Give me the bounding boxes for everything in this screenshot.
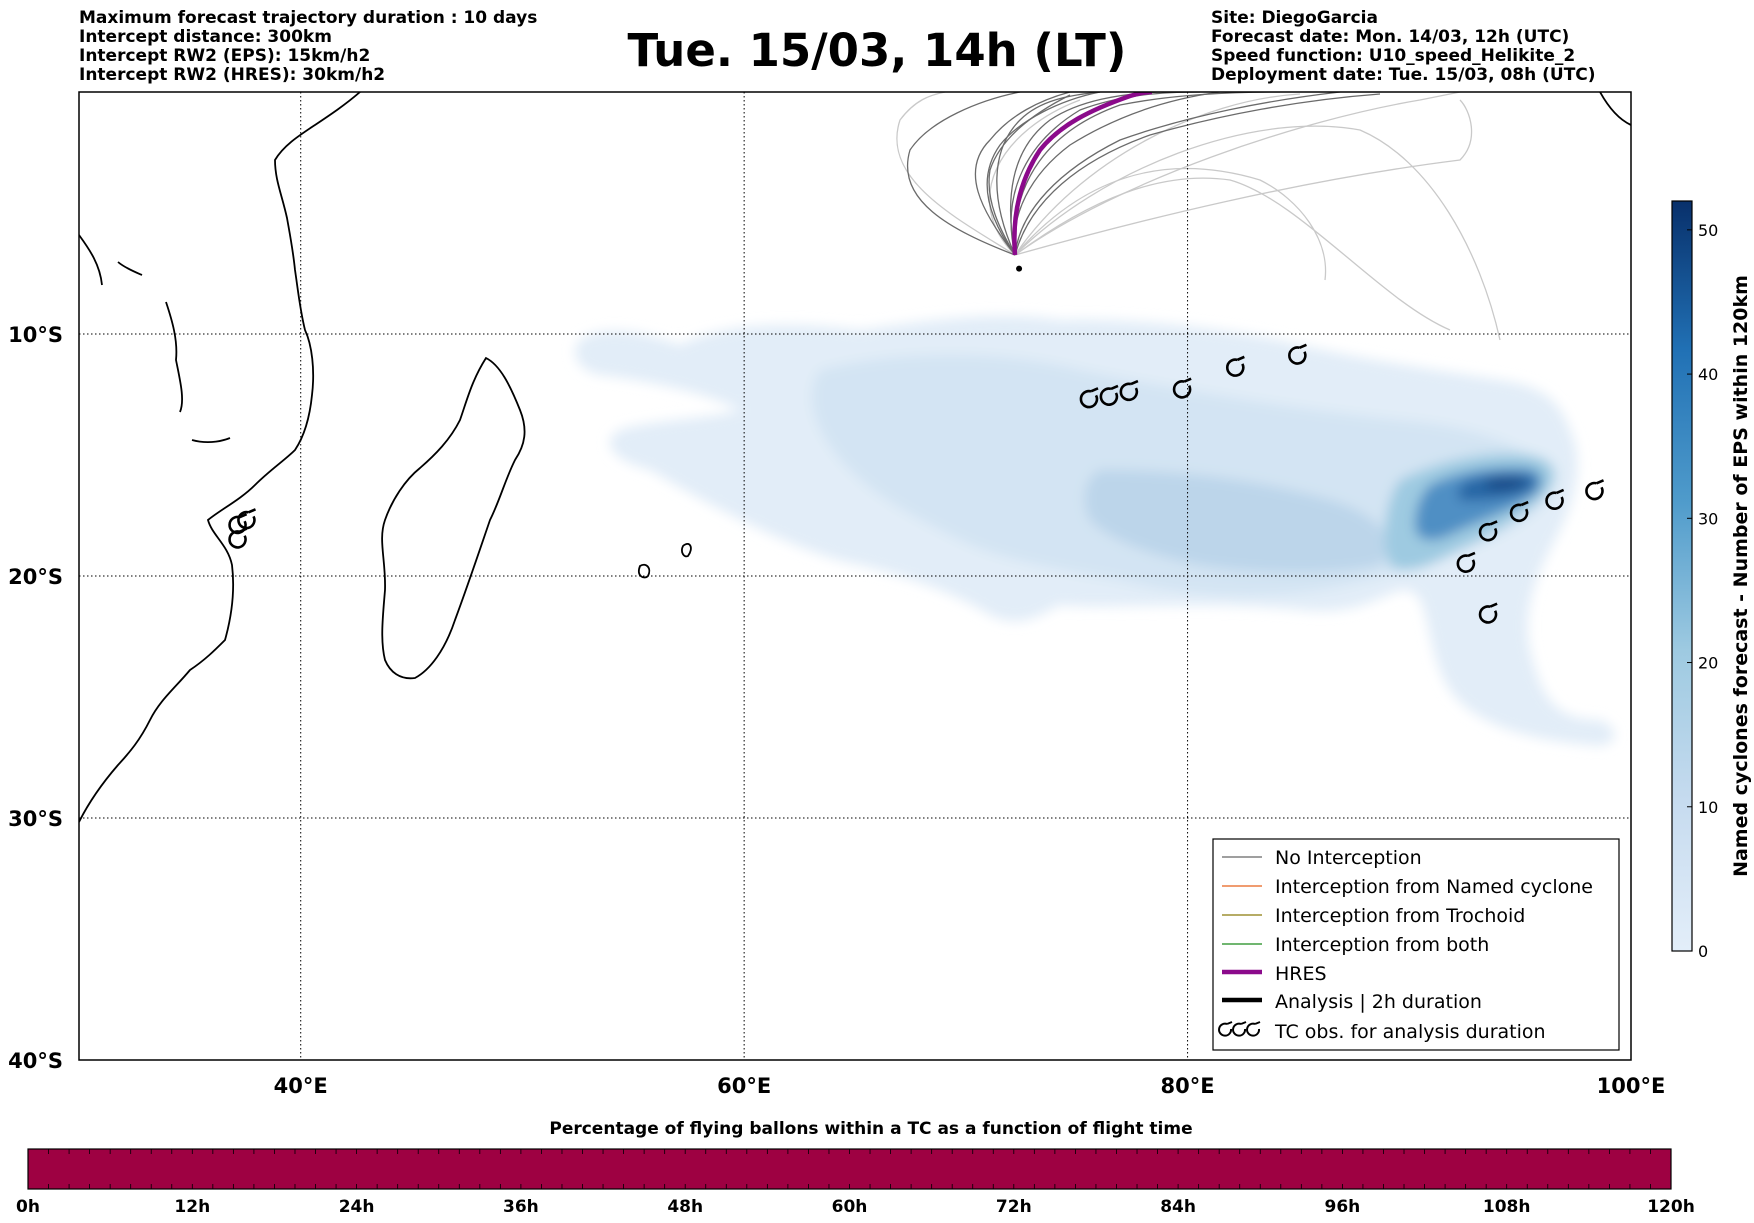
legend-box	[1212, 838, 1620, 1051]
info-line: Intercept RW2 (HRES): 30km/h2	[79, 65, 386, 85]
flight-time-tick-label: 12h	[174, 1197, 210, 1217]
colorbar-tick-label: 50	[1698, 221, 1718, 240]
info-line: Speed function: U10_speed_Helikite_2	[1211, 46, 1576, 66]
flight-time-bar-fill	[27, 1148, 1672, 1190]
colorbar-tick-label: 40	[1698, 365, 1718, 384]
hres-trajectory	[1012, 92, 1153, 256]
tc-observation-icon	[1079, 387, 1099, 409]
legend-label: Analysis | 2h duration	[1275, 991, 1482, 1013]
legend-label: No Interception	[1275, 847, 1422, 869]
legend-label: Interception from both	[1275, 934, 1489, 956]
forecast-settings: Maximum forecast trajectory duration : 1…	[79, 9, 537, 85]
flight-time-tick-label: 96h	[1325, 1197, 1361, 1217]
info-line: Maximum forecast trajectory duration : 1…	[79, 8, 538, 28]
coastline-fragment	[117, 261, 143, 276]
colorbar-tick-label: 10	[1698, 798, 1718, 817]
longitude-tick-label: 60°E	[717, 1074, 771, 1098]
longitude-labels: 40°E 60°E 80°E 100°E	[274, 1074, 1666, 1098]
tc-observation-icon	[1585, 479, 1605, 501]
colorbar-tick-label: 20	[1698, 654, 1718, 673]
tc-observation-icon	[237, 508, 257, 530]
flight-time-tick-label: 36h	[503, 1197, 539, 1217]
legend-label: HRES	[1275, 963, 1327, 985]
colorbar-title: Named cyclones forecast - Number of EPS …	[1730, 275, 1752, 877]
legend-label: Interception from Named cyclone	[1275, 876, 1593, 898]
deployment-site-marker	[1016, 265, 1023, 272]
colorbar-gradient	[1671, 200, 1693, 952]
flight-time-tick-label: 48h	[667, 1197, 703, 1217]
tc-observation-icon	[1099, 384, 1119, 406]
flight-time-bar-title: Percentage of flying ballons within a TC…	[549, 1119, 1192, 1139]
ensemble-trajectories	[896, 92, 1501, 341]
latitude-tick-label: 10°S	[8, 323, 63, 347]
longitude-tick-label: 80°E	[1161, 1074, 1215, 1098]
africa-coastline	[79, 92, 361, 823]
tc-observation-icon	[1478, 520, 1498, 542]
tc-observation-icon	[1545, 488, 1565, 510]
info-line: Intercept distance: 300km	[79, 27, 332, 47]
colorbar-tick-label: 0	[1698, 942, 1708, 961]
coastline-fragment	[191, 437, 231, 443]
tc-observation-icon	[1456, 551, 1476, 573]
legend-label: TC obs. for analysis duration	[1274, 1021, 1546, 1043]
coastline-fragment	[79, 234, 103, 286]
longitude-tick-label: 100°E	[1597, 1074, 1666, 1098]
legend: No Interception Interception from Named …	[1212, 838, 1620, 1051]
longitude-tick-label: 40°E	[274, 1074, 328, 1098]
map-frame	[78, 91, 1632, 1061]
site-info: Site: DiegoGarcia Forecast date: Mon. 14…	[1211, 9, 1596, 85]
tc-observation-icon	[1509, 500, 1529, 523]
tc-observation-icon	[1288, 343, 1307, 365]
colorbar-ticks: 0 10 20 30 40 50	[1687, 221, 1718, 961]
flight-time-ticks: 0h 12h 24h 36h 48h 60h 72h 84h 96h 108h 120h	[16, 1149, 1695, 1217]
flight-time-bar: Percentage of flying ballons within a TC…	[16, 1119, 1695, 1217]
cyclone-density-field	[575, 315, 1615, 746]
madagascar-coastline	[381, 356, 526, 680]
flight-time-tick-label: 120h	[1647, 1197, 1695, 1217]
tc-observations	[228, 343, 1605, 624]
tc-observation-icon	[1119, 379, 1139, 402]
coastline-fragment	[1599, 92, 1631, 126]
small-island	[681, 543, 692, 558]
flight-time-tick-label: 24h	[339, 1197, 375, 1217]
density-colorbar: 0 10 20 30 40 50 Named cyclones forecast - Nu…	[1671, 200, 1752, 961]
coastlines	[79, 92, 1631, 823]
flight-time-tick-label: 60h	[832, 1197, 868, 1217]
latitude-tick-label: 20°S	[8, 565, 63, 589]
tc-observation-icon	[1478, 602, 1498, 624]
info-line: Site: DiegoGarcia	[1211, 8, 1378, 28]
map-gridlines	[79, 92, 1631, 1060]
map-area	[79, 92, 1631, 823]
flight-time-tick-label: 0h	[16, 1197, 40, 1217]
tc-observation-icon	[228, 527, 248, 549]
latitude-tick-label: 30°S	[8, 807, 63, 831]
flight-time-tick-label: 84h	[1160, 1197, 1196, 1217]
legend-label: Interception from Trochoid	[1275, 905, 1525, 927]
latitude-tick-label: 40°S	[8, 1049, 63, 1073]
latitude-labels: 10°S 20°S 30°S 40°S	[8, 323, 63, 1073]
colorbar-tick-label: 30	[1698, 509, 1718, 528]
tc-observation-icon	[1226, 355, 1245, 377]
map-title: Tue. 15/03, 14h (LT)	[627, 24, 1127, 77]
info-line: Forecast date: Mon. 14/03, 12h (UTC)	[1211, 27, 1570, 47]
coastline-fragment	[165, 301, 183, 413]
cyclone-symbols-icon	[1218, 1021, 1261, 1037]
flight-time-tick-label: 108h	[1483, 1197, 1531, 1217]
info-line: Deployment date: Tue. 15/03, 08h (UTC)	[1211, 65, 1596, 85]
info-line: Intercept RW2 (EPS): 15km/h2	[79, 46, 371, 66]
flight-time-tick-label: 72h	[996, 1197, 1032, 1217]
